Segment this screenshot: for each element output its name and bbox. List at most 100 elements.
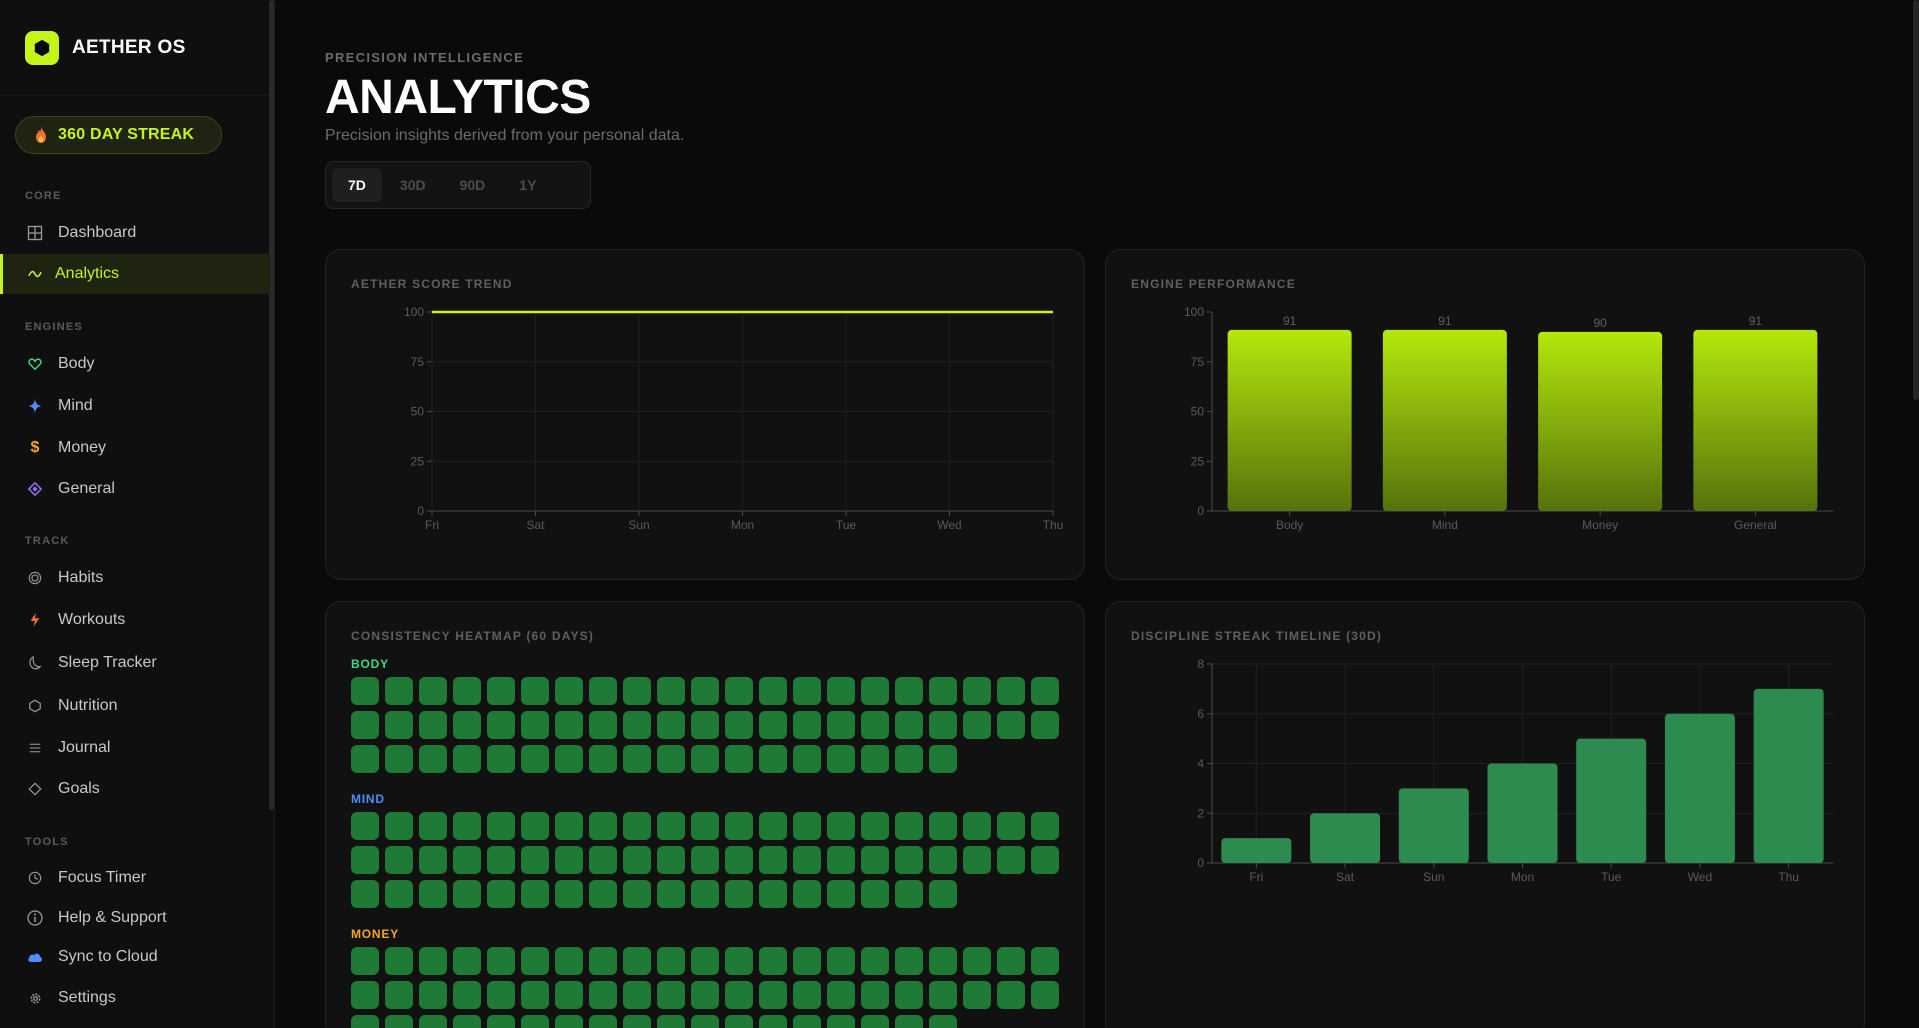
heatmap-cell[interactable] xyxy=(487,846,515,874)
heatmap-cell[interactable] xyxy=(759,981,787,1009)
heatmap-cell[interactable] xyxy=(521,745,549,773)
heatmap-cell[interactable] xyxy=(861,812,889,840)
heatmap-cell[interactable] xyxy=(589,711,617,739)
heatmap-cell[interactable] xyxy=(793,947,821,975)
bar[interactable] xyxy=(1753,688,1824,863)
heatmap-cell[interactable] xyxy=(861,711,889,739)
streak-badge[interactable]: 360 DAY STREAK xyxy=(15,116,222,154)
heatmap-cell[interactable] xyxy=(385,981,413,1009)
heatmap-cell[interactable] xyxy=(691,947,719,975)
heatmap-cell[interactable] xyxy=(691,880,719,908)
heatmap-cell[interactable] xyxy=(997,677,1025,705)
heatmap-cell[interactable] xyxy=(861,1015,889,1028)
heatmap-cell[interactable] xyxy=(963,846,991,874)
bar[interactable] xyxy=(1310,813,1381,863)
heatmap-cell[interactable] xyxy=(623,745,651,773)
heatmap-cell[interactable] xyxy=(929,812,957,840)
heatmap-cell[interactable] xyxy=(555,745,583,773)
sidebar-item-help-support[interactable]: Help & Support xyxy=(0,898,270,938)
heatmap-cell[interactable] xyxy=(351,1015,379,1028)
heatmap-cell[interactable] xyxy=(691,1015,719,1028)
heatmap-cell[interactable] xyxy=(521,711,549,739)
heatmap-cell[interactable] xyxy=(793,812,821,840)
heatmap-cell[interactable] xyxy=(827,812,855,840)
heatmap-cell[interactable] xyxy=(589,846,617,874)
heatmap-cell[interactable] xyxy=(827,677,855,705)
heatmap-cell[interactable] xyxy=(521,812,549,840)
bar[interactable] xyxy=(1227,329,1352,511)
heatmap-cell[interactable] xyxy=(725,947,753,975)
heatmap-cell[interactable] xyxy=(725,745,753,773)
heatmap-cell[interactable] xyxy=(997,846,1025,874)
heatmap-cell[interactable] xyxy=(555,677,583,705)
heatmap-cell[interactable] xyxy=(861,677,889,705)
heatmap-cell[interactable] xyxy=(419,812,447,840)
heatmap-cell[interactable] xyxy=(351,981,379,1009)
heatmap-cell[interactable] xyxy=(521,1015,549,1028)
heatmap-cell[interactable] xyxy=(623,677,651,705)
sidebar-item-goals[interactable]: Goals xyxy=(0,769,270,809)
heatmap-cell[interactable] xyxy=(419,880,447,908)
heatmap-cell[interactable] xyxy=(827,981,855,1009)
heatmap-cell[interactable] xyxy=(725,981,753,1009)
heatmap-cell[interactable] xyxy=(453,812,481,840)
sidebar-item-journal[interactable]: Journal xyxy=(0,728,270,768)
heatmap-cell[interactable] xyxy=(793,846,821,874)
heatmap-cell[interactable] xyxy=(963,711,991,739)
heatmap-cell[interactable] xyxy=(555,1015,583,1028)
heatmap-cell[interactable] xyxy=(351,880,379,908)
heatmap-cell[interactable] xyxy=(997,981,1025,1009)
heatmap-cell[interactable] xyxy=(997,947,1025,975)
heatmap-cell[interactable] xyxy=(589,677,617,705)
bar[interactable] xyxy=(1693,329,1818,511)
heatmap-cell[interactable] xyxy=(623,711,651,739)
heatmap-cell[interactable] xyxy=(419,947,447,975)
heatmap-cell[interactable] xyxy=(453,745,481,773)
heatmap-cell[interactable] xyxy=(351,745,379,773)
heatmap-cell[interactable] xyxy=(657,677,685,705)
heatmap-cell[interactable] xyxy=(487,677,515,705)
heatmap-cell[interactable] xyxy=(589,1015,617,1028)
heatmap-cell[interactable] xyxy=(895,1015,923,1028)
heatmap-cell[interactable] xyxy=(657,711,685,739)
heatmap-cell[interactable] xyxy=(1031,846,1059,874)
heatmap-cell[interactable] xyxy=(691,981,719,1009)
heatmap-cell[interactable] xyxy=(589,812,617,840)
heatmap-cell[interactable] xyxy=(623,880,651,908)
heatmap-cell[interactable] xyxy=(453,711,481,739)
heatmap-cell[interactable] xyxy=(861,846,889,874)
heatmap-cell[interactable] xyxy=(385,711,413,739)
heatmap-cell[interactable] xyxy=(793,1015,821,1028)
heatmap-cell[interactable] xyxy=(793,677,821,705)
heatmap-cell[interactable] xyxy=(929,880,957,908)
heatmap-cell[interactable] xyxy=(929,1015,957,1028)
heatmap-cell[interactable] xyxy=(623,812,651,840)
heatmap-cell[interactable] xyxy=(827,1015,855,1028)
heatmap-cell[interactable] xyxy=(419,846,447,874)
heatmap-cell[interactable] xyxy=(657,880,685,908)
heatmap-cell[interactable] xyxy=(1031,947,1059,975)
heatmap-cell[interactable] xyxy=(793,981,821,1009)
heatmap-cell[interactable] xyxy=(691,711,719,739)
heatmap-cell[interactable] xyxy=(657,947,685,975)
heatmap-cell[interactable] xyxy=(725,846,753,874)
heatmap-cell[interactable] xyxy=(453,981,481,1009)
heatmap-cell[interactable] xyxy=(861,981,889,1009)
heatmap-cell[interactable] xyxy=(419,677,447,705)
heatmap-cell[interactable] xyxy=(487,711,515,739)
heatmap-cell[interactable] xyxy=(385,947,413,975)
heatmap-cell[interactable] xyxy=(351,947,379,975)
sidebar-item-workouts[interactable]: Workouts xyxy=(0,600,270,640)
heatmap-cell[interactable] xyxy=(827,947,855,975)
heatmap-cell[interactable] xyxy=(929,947,957,975)
heatmap-cell[interactable] xyxy=(861,947,889,975)
heatmap-cell[interactable] xyxy=(487,947,515,975)
range-option-1y[interactable]: 1Y xyxy=(519,177,537,193)
heatmap-cell[interactable] xyxy=(623,1015,651,1028)
sidebar-scrollbar[interactable] xyxy=(269,0,274,810)
heatmap-cell[interactable] xyxy=(929,677,957,705)
heatmap-cell[interactable] xyxy=(623,947,651,975)
heatmap-cell[interactable] xyxy=(691,812,719,840)
heatmap-cell[interactable] xyxy=(895,711,923,739)
heatmap-cell[interactable] xyxy=(453,677,481,705)
